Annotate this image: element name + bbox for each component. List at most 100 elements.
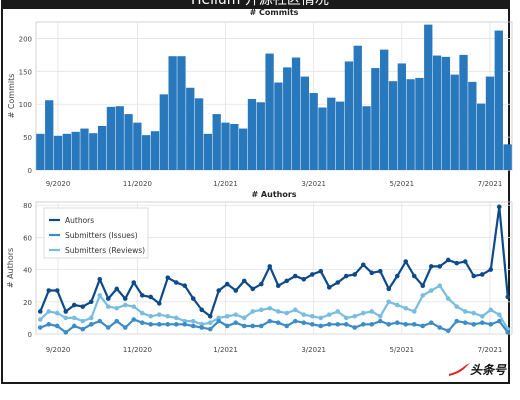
commit-bar [53,135,63,170]
commit-bar [415,77,424,170]
series-point [165,275,171,280]
banner-title-bar: Helium 开源社区情况 [1,0,510,9]
series-point [301,276,307,282]
series-point [471,310,477,316]
series-point [250,309,256,314]
authors-xtick-label: 9/2020 [46,346,71,354]
series-point [352,272,358,277]
commits-xtick-label: 11/2020 [123,180,152,188]
series-point [437,264,443,269]
series-point [335,309,341,314]
series-point [335,280,341,285]
series-point [496,204,502,210]
series-point [352,313,358,319]
series-point [71,302,77,308]
series-point [318,268,324,274]
commit-bar [168,56,177,170]
series-point [88,299,94,305]
series-point [343,273,349,279]
authors-y-axis-label: # Authors [6,248,15,288]
authors-ytick-label: 40 [23,267,32,275]
commits-xtick-label: 1/2021 [213,180,238,188]
commit-bar [344,61,354,170]
series-point [37,309,43,314]
commits-ytick-label: 150 [19,68,32,76]
series-point [411,273,417,279]
series-point [284,278,290,284]
series-point [131,280,137,285]
series-point [445,328,451,334]
series-point [462,320,468,326]
series-point [122,325,128,330]
logo-text: 头条号 [470,363,507,377]
outer-frame [1,0,510,384]
commit-bar [353,45,362,170]
commit-bar [194,98,204,170]
series-point [241,278,247,284]
series-point [241,323,247,329]
series-point [224,323,230,329]
commit-bar [71,131,80,170]
series-point [360,322,366,327]
series-point [505,294,511,300]
series-point [343,315,349,321]
series-point [88,322,94,327]
series-point [156,322,162,327]
series-point [462,259,468,264]
series-point [420,293,426,298]
commits-ytick-label: 200 [19,35,32,43]
series-point [377,313,383,319]
series-point [445,257,451,263]
series-point [420,323,426,329]
series-point [37,325,43,330]
commit-bar [494,30,503,170]
series-point [54,310,60,316]
series-point [454,260,460,266]
series-point [165,313,171,319]
series-point [105,296,111,301]
series-point [292,273,298,279]
series-point [369,309,375,314]
commit-bar [468,81,477,170]
series-point [318,323,324,329]
series-point [71,323,77,329]
series-point [394,273,400,279]
series-point [131,317,137,322]
series-point [386,322,392,327]
series-point [207,320,213,326]
series-point [360,310,366,316]
commit-bar [106,106,116,170]
series-point [190,323,196,329]
banner-title: Helium 开源社区情况 [191,0,329,8]
authors-ytick-label: 20 [23,299,32,307]
series-point [335,322,341,327]
series-point [182,322,188,327]
series-point [224,313,230,319]
commit-bar [485,76,495,170]
series-point [173,322,179,327]
commit-bar [186,87,195,170]
series-point [97,276,103,282]
series-point [233,288,239,293]
series-point [496,318,502,324]
series-point [267,305,273,311]
commit-bar [283,67,292,170]
commit-bar [441,56,451,170]
series-point [114,305,120,311]
commit-bar [432,55,442,171]
commit-bar [203,133,213,170]
commit-bar [247,98,257,170]
commit-bar [150,131,160,170]
series-point [250,286,256,292]
series-point [496,312,502,317]
series-point [46,309,52,314]
series-point [122,296,128,301]
commit-bar [503,144,512,170]
commit-bar [274,82,283,170]
legend-box [43,207,149,259]
series-point [233,312,239,317]
series-point [216,315,222,321]
series-point [71,315,77,321]
series-point [114,318,120,324]
